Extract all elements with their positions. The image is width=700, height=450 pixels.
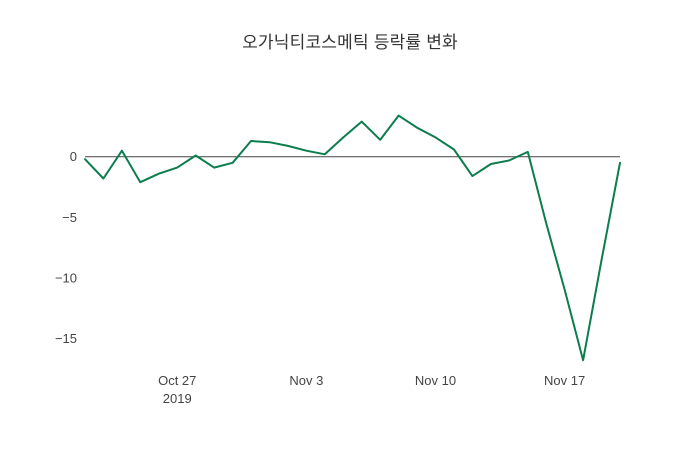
y-tick-label: 0 [70, 149, 77, 164]
y-tick-label: −15 [55, 331, 77, 346]
x-tick-label: Nov 17 [544, 373, 585, 388]
x-tick-sublabel: 2019 [163, 391, 192, 406]
x-tick-label: Oct 27 [158, 373, 196, 388]
y-tick-label: −5 [62, 210, 77, 225]
x-tick-label: Nov 3 [289, 373, 323, 388]
y-tick-label: −10 [55, 270, 77, 285]
x-tick-label: Nov 10 [415, 373, 456, 388]
chart-title: 오가닉티코스메틱 등락률 변화 [242, 33, 458, 52]
price-change-line [84, 114, 621, 362]
